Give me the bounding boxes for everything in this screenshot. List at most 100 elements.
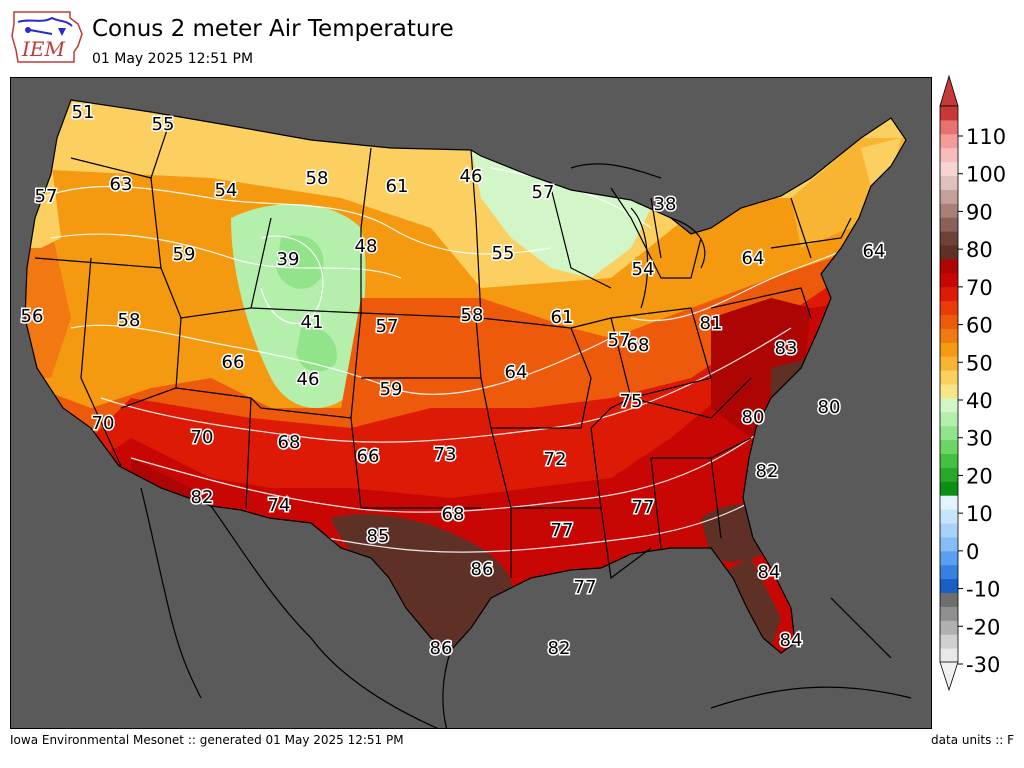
map-temperature-label: 55 (152, 114, 175, 135)
map-temperature-label: 82 (756, 461, 779, 482)
map-temperature-label: 82 (548, 638, 571, 659)
map-temperature-label: 58 (461, 305, 484, 326)
logo-text: IEM (21, 37, 66, 61)
colorbar-segment (940, 328, 958, 343)
map-temperature-label: 57 (376, 316, 399, 337)
colorbar-segment (940, 370, 958, 385)
colorbar-segment (940, 300, 958, 315)
colorbar-frame (939, 105, 959, 663)
map-temperature-label: 59 (380, 379, 403, 400)
colorbar-segment (940, 397, 958, 413)
map-temperature-label: 57 (35, 186, 58, 207)
map-temperature-label: 58 (118, 310, 141, 331)
colorbar-segment (940, 342, 958, 357)
map-temperature-label: 46 (460, 166, 483, 187)
colorbar-legend: 110 100 90 80 70 60 50 40 30 20 10 0 -10 -20 -30 (936, 74, 1024, 694)
map-temperature-label: 80 (818, 397, 841, 418)
map-temperature-label: 86 (430, 638, 453, 659)
colorbar-segment (940, 356, 958, 371)
colorbar-bottom-arrow (939, 661, 959, 692)
page-subtitle: 01 May 2025 12:51 PM (92, 51, 254, 67)
footer-generated-text: Iowa Environmental Mesonet :: generated … (10, 733, 404, 747)
map-temperature-label: 64 (742, 248, 765, 269)
colorbar-tick-label: 10 (966, 502, 993, 526)
colorbar-segment (940, 606, 958, 621)
colorbar-top-arrow (939, 74, 959, 107)
map-temperature-label: 64 (863, 241, 886, 262)
colorbar-segment (940, 314, 958, 329)
map-temperature-label: 54 (215, 180, 238, 201)
map-temperature-label: 57 (608, 330, 631, 351)
map-temperature-label: 51 (72, 102, 95, 123)
map-temperature-label: 66 (357, 446, 380, 467)
map-temperature-label: 72 (544, 449, 567, 470)
colorbar-segment (940, 245, 958, 260)
colorbar-segment (940, 620, 958, 635)
map-temperature-label: 85 (367, 526, 390, 547)
map-temperature-label: 56 (21, 306, 44, 327)
colorbar-segment (940, 189, 958, 204)
map-temperature-label: 58 (306, 168, 329, 189)
map-temperature-label: 38 (654, 194, 677, 215)
colorbar-segment (940, 384, 958, 399)
colorbar-segment (940, 286, 958, 302)
colorbar-segment (940, 564, 958, 580)
map-temperature-label: 55 (492, 243, 515, 264)
colorbar-tick-label: 30 (966, 427, 993, 451)
colorbar-tick-label: 0 (966, 540, 979, 564)
map-temperature-label: 75 (620, 391, 643, 412)
colorbar-tick-label: 50 (966, 351, 993, 375)
colorbar-tick-label: 110 (966, 125, 1006, 149)
map-temperature-label: 61 (386, 176, 409, 197)
map-temperature-label: 70 (92, 413, 115, 434)
colorbar-segment (940, 453, 958, 468)
colorbar-tick-label: 90 (966, 200, 993, 224)
colorbar-segment (940, 550, 958, 566)
map-temperature-label: 74 (268, 495, 291, 516)
colorbar-segment (940, 119, 958, 135)
colorbar-segment (940, 495, 958, 510)
map-temperature-label: 86 (471, 559, 494, 580)
colorbar-segment (940, 231, 958, 246)
iem-logo: IEM (8, 6, 86, 68)
map-temperature-label: 82 (191, 487, 214, 508)
temperature-map[interactable]: 51 55 63 57 54 58 61 46 57 38 39 48 59 55 57 56 58 41 57 58… (10, 77, 932, 729)
map-temperature-label: 68 (278, 432, 301, 453)
colorbar-segment (940, 161, 958, 176)
colorbar-segment (940, 425, 958, 441)
colorbar-segment (940, 272, 958, 288)
colorbar-segment (940, 467, 958, 482)
map-temperature-label: 41 (301, 312, 324, 333)
colorbar-tick-label: -20 (966, 615, 1000, 639)
map-temperature-label: 84 (780, 630, 803, 651)
colorbar-segment (940, 536, 958, 552)
map-temperature-label: 54 (632, 259, 655, 280)
colorbar-tick-label: -30 (966, 653, 1000, 677)
map-temperature-label: 46 (297, 369, 320, 390)
colorbar-tick-label: 20 (966, 464, 993, 488)
colorbar-segment (940, 217, 958, 232)
colorbar-segment (940, 648, 958, 663)
colorbar-segment (940, 578, 958, 593)
map-temperature-label: 77 (574, 577, 597, 598)
map-temperature-label: 68 (442, 504, 465, 525)
colorbar-tick-label: 40 (966, 389, 993, 413)
colorbar-tick-label: 80 (966, 238, 993, 262)
colorbar-segment (940, 147, 958, 163)
map-temperature-label: 59 (173, 244, 196, 265)
page-title: Conus 2 meter Air Temperature (92, 16, 454, 42)
colorbar-segment (940, 634, 958, 649)
colorbar-segment (940, 411, 958, 427)
colorbar-tick-label: 100 (966, 163, 1006, 187)
colorbar-tick-label: -10 (966, 578, 1000, 602)
colorbar-segment (940, 258, 958, 274)
map-temperature-label: 66 (222, 352, 245, 373)
map-temperature-label: 61 (551, 307, 574, 328)
map-temperature-label: 77 (632, 497, 655, 518)
footer-units-text: data units :: F (931, 733, 1014, 747)
map-temperature-label: 73 (434, 444, 457, 465)
colorbar-segment (940, 439, 958, 454)
map-temperature-label: 68 (627, 335, 650, 356)
map-temperature-label: 80 (742, 407, 765, 428)
map-temperature-label: 63 (110, 174, 133, 195)
